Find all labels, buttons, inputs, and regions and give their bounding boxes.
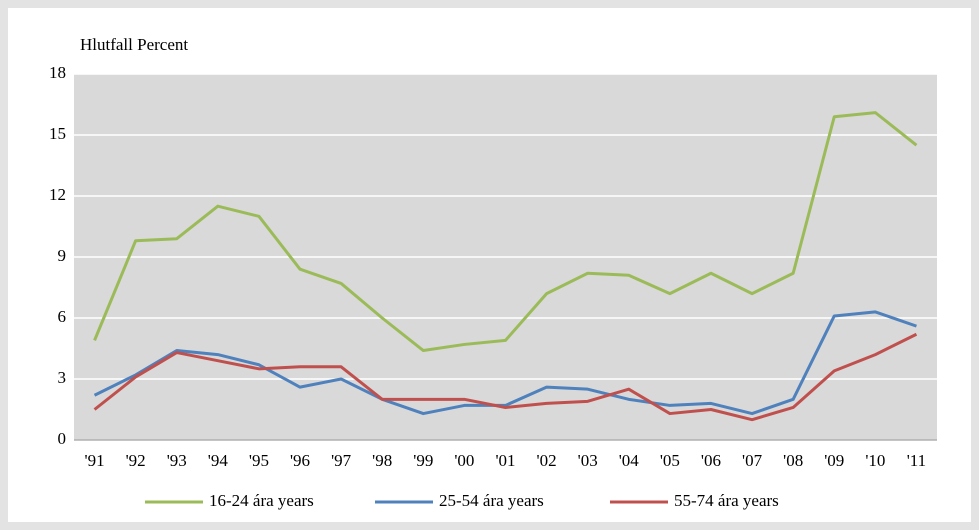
y-tick-label: 3	[58, 368, 67, 387]
legend-label: 16-24 ára years	[209, 491, 314, 510]
x-tick-label: '03	[578, 451, 598, 470]
x-tick-label: '05	[660, 451, 680, 470]
line-series	[93, 332, 918, 422]
x-tick-label: '01	[495, 451, 515, 470]
line-series	[93, 111, 918, 353]
line-series	[93, 310, 917, 416]
x-tick-label: '91	[85, 451, 105, 470]
y-tick-label: 6	[58, 307, 67, 326]
x-tick-label: '94	[208, 451, 229, 470]
x-tick-label: '98	[372, 451, 392, 470]
x-tick-label: '04	[619, 451, 640, 470]
y-tick-label: 15	[49, 124, 66, 143]
x-tick-label: '08	[783, 451, 803, 470]
x-tick-label: '92	[126, 451, 146, 470]
x-tick-label: '09	[824, 451, 844, 470]
x-tick-label: '02	[537, 451, 557, 470]
x-tick-label: '96	[290, 451, 310, 470]
y-tick-label: 0	[58, 429, 67, 448]
y-axis-label: Hlutfall Percent	[80, 35, 188, 54]
x-tick-label: '97	[331, 451, 352, 470]
y-tick-label: 18	[49, 63, 66, 82]
y-tick-label: 12	[49, 185, 66, 204]
legend-label: 25-54 ára years	[439, 491, 544, 510]
legend-label: 55-74 ára years	[674, 491, 779, 510]
x-tick-label: '95	[249, 451, 269, 470]
x-tick-label: '93	[167, 451, 187, 470]
x-tick-label: '06	[701, 451, 721, 470]
x-tick-label: '10	[865, 451, 885, 470]
x-tick-label: '99	[413, 451, 433, 470]
y-tick-label: 9	[58, 246, 67, 265]
x-tick-label: '11	[907, 451, 926, 470]
x-tick-label: '00	[454, 451, 474, 470]
x-tick-label: '07	[742, 451, 763, 470]
